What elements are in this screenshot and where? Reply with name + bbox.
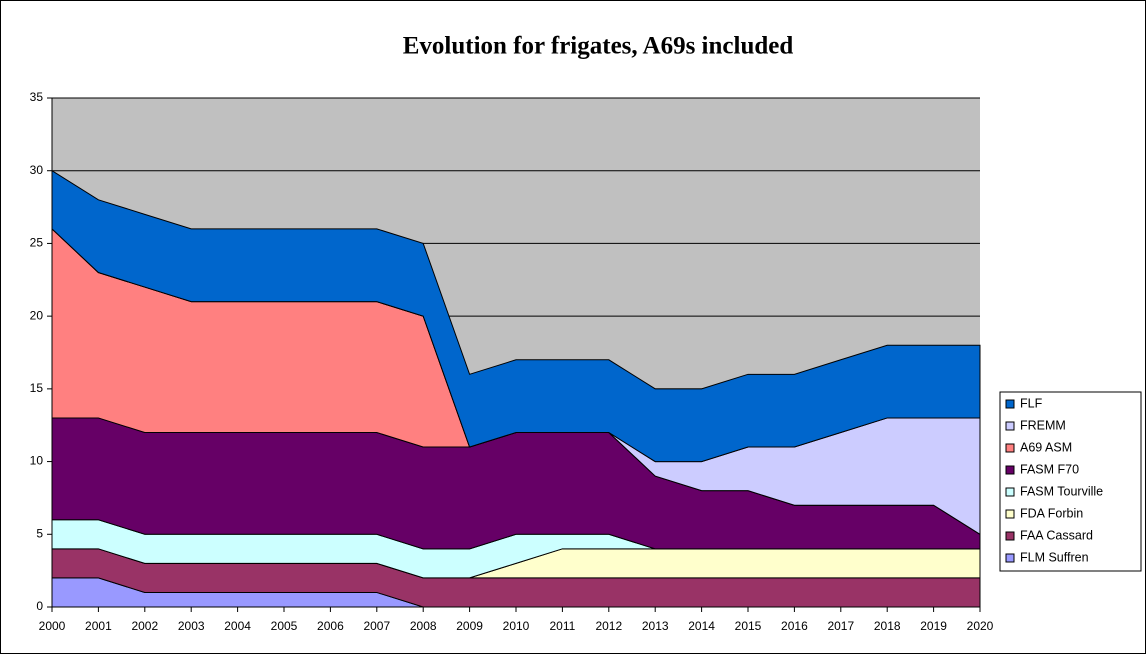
legend-swatch [1005,399,1015,409]
x-tick-label: 2013 [642,619,669,633]
legend-swatch [1005,553,1015,563]
x-tick-label: 2003 [178,619,205,633]
x-tick-label: 2017 [827,619,854,633]
legend-swatch [1005,443,1015,453]
x-tick-label: 2006 [317,619,344,633]
y-tick-label: 0 [36,599,43,613]
y-tick-label: 15 [30,381,44,395]
x-tick-label: 2019 [920,619,947,633]
x-tick-label: 2001 [85,619,112,633]
legend-label: FAA Cassard [1020,528,1093,542]
x-tick-label: 2004 [224,619,251,633]
y-tick-label: 10 [30,454,44,468]
legend-swatch [1005,421,1015,431]
x-tick-label: 2008 [410,619,437,633]
y-tick-label: 20 [30,308,44,322]
y-tick-label: 30 [30,163,44,177]
x-tick-label: 2014 [688,619,715,633]
legend-swatch [1005,531,1015,541]
legend-label: FASM F70 [1020,462,1079,476]
legend-swatch [1005,509,1015,519]
x-tick-label: 2009 [456,619,483,633]
legend-label: FLM Suffren [1020,550,1089,564]
y-tick-label: 35 [30,90,44,104]
legend-label: FLF [1020,396,1043,410]
legend-box [999,391,1142,572]
y-tick-label: 5 [36,526,43,540]
x-tick-label: 2010 [503,619,530,633]
x-tick-label: 2016 [781,619,808,633]
x-tick-label: 2011 [549,619,575,633]
legend-label: FASM Tourville [1020,484,1103,498]
x-tick-label: 2012 [595,619,622,633]
chart-title: Evolution for frigates, A69s included [403,33,794,60]
legend-label: FREMM [1020,418,1066,432]
x-tick-label: 2020 [967,619,994,633]
y-tick-label: 25 [30,236,44,250]
legend-label: A69 ASM [1020,440,1072,454]
x-tick-label: 2002 [131,619,158,633]
x-tick-label: 2007 [363,619,390,633]
legend-swatch [1005,487,1015,497]
x-tick-label: 2018 [874,619,901,633]
x-tick-label: 2005 [271,619,298,633]
x-tick-label: 2000 [39,619,66,633]
legend-label: FDA Forbin [1020,506,1083,520]
area [51,169,981,463]
x-tick-label: 2015 [735,619,762,633]
legend-swatch [1005,465,1015,475]
